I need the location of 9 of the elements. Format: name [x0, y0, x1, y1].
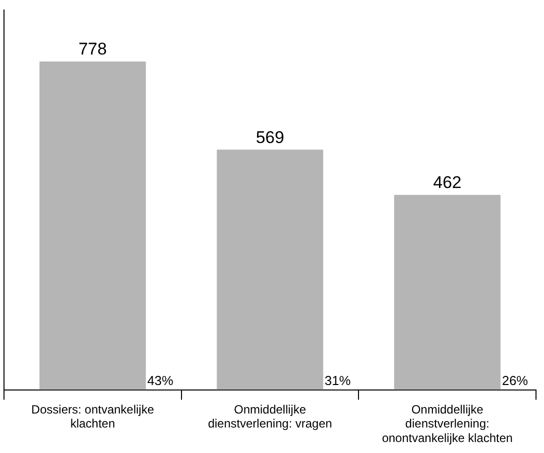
data-label: 462	[433, 173, 462, 192]
annotation: 31%	[324, 372, 352, 388]
annotation: 26%	[502, 372, 528, 388]
data-label: 778	[78, 40, 107, 59]
data-label: 569	[256, 128, 284, 147]
x-tick-label: Dossiers: ontvankelijke klachten	[31, 402, 154, 431]
x-tick-label: Onmiddellijke dienstverlening: vragen	[208, 402, 332, 431]
x-tick-label: Onmiddellijke dienstverlening: onontvankelijke klachten	[382, 402, 513, 446]
annotation: 43%	[147, 372, 174, 388]
